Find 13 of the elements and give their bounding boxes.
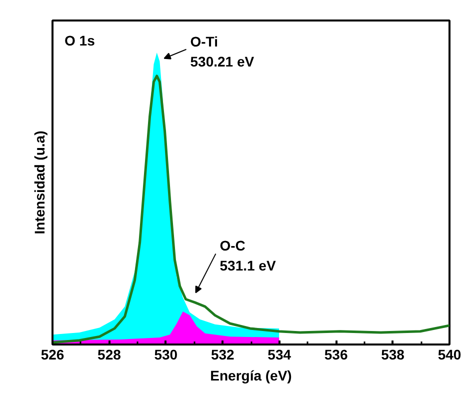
x-tick-label: 528 [98,346,122,362]
annotation: O-C 531.1 eV [220,238,276,274]
x-tick-label: 526 [40,346,64,362]
x-tick-label: 540 [438,346,462,362]
y-axis-title: Intensidad (u.a) [32,130,48,234]
x-axis-title: Energía (eV) [210,368,292,384]
x-tick-label: 534 [268,346,292,362]
x-tick-label: 532 [210,346,235,362]
x-tick-label: 538 [381,346,405,362]
x-tick-label: 530 [154,346,178,362]
text: O 1s [64,32,96,48]
x-tick-label: 536 [324,346,348,362]
annotation: O-Ti 530.21 eV [190,33,255,70]
